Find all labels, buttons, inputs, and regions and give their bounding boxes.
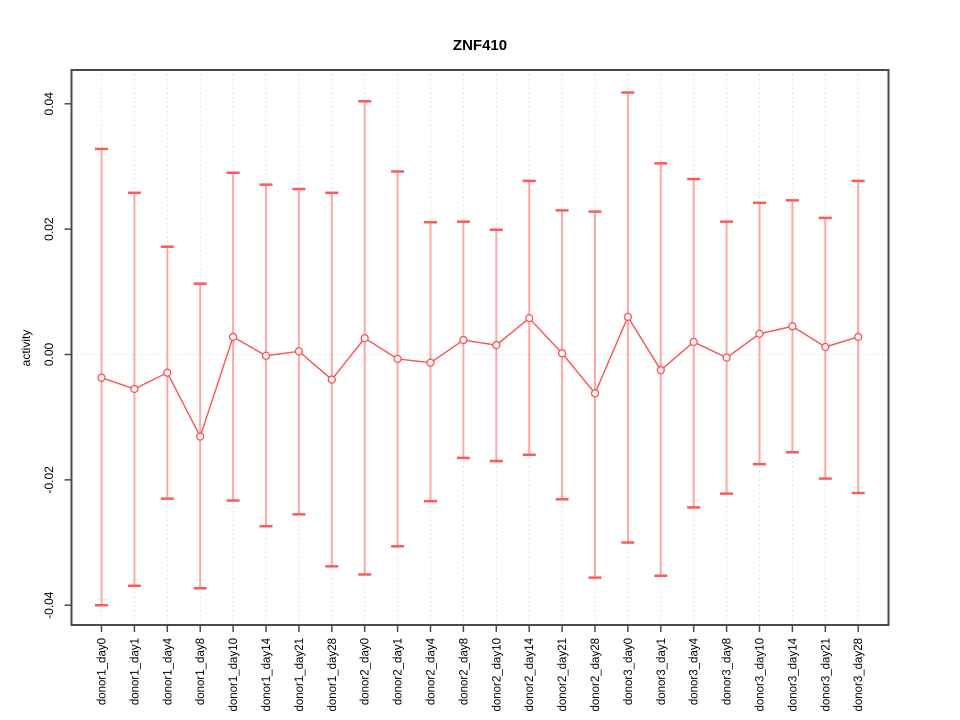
data-point [623, 312, 633, 322]
plot-box [70, 69, 890, 626]
data-point [130, 384, 139, 394]
data-point [228, 332, 238, 342]
x-tick-label: donor1_day1 [129, 638, 141, 705]
data-point [294, 347, 304, 356]
gridlines-group [71, 70, 889, 625]
x-tick-label: donor3_day4 [689, 637, 701, 705]
x-tick-label: donor2_day14 [524, 637, 536, 711]
data-point [196, 432, 205, 441]
data-point [97, 373, 106, 382]
x-tick-label: donor1_day14 [261, 637, 273, 711]
x-tick-label: donor2_day4 [426, 637, 438, 705]
y-tick-label: -0.02 [42, 466, 56, 494]
x-tick-label: donor1_day28 [327, 638, 339, 712]
data-point [163, 368, 172, 377]
series-line-group [101, 315, 859, 439]
x-tick-label: donor2_day28 [590, 638, 602, 712]
x-tick-label: donor1_day10 [228, 638, 240, 712]
x-tick-label: donor1_day0 [97, 638, 109, 705]
y-tick-label: -0.04 [42, 591, 56, 619]
data-point [525, 313, 534, 323]
data-point [393, 354, 402, 364]
x-tick-label: donor3_day10 [755, 638, 767, 712]
tick-labels-group: 0.04 0.02 0.00 -0.02 -0.04 donor1_day0 donor1_… [42, 92, 865, 712]
data-point [360, 334, 369, 343]
data-point [788, 322, 797, 331]
data-point [426, 358, 435, 367]
x-tick-label: donor3_day8 [722, 638, 734, 705]
data-point [689, 337, 698, 347]
data-point [590, 389, 600, 398]
error-bars-group [95, 91, 865, 607]
x-tick-label: donor1_day21 [294, 638, 306, 712]
data-point [261, 351, 271, 360]
y-tick-label: 0.04 [42, 92, 56, 116]
x-tick-label: donor1_day4 [162, 637, 174, 705]
data-points-group [97, 312, 863, 441]
x-tick-label: donor2_day0 [360, 638, 372, 705]
x-tick-label: donor1_day8 [195, 638, 207, 705]
y-tick-label: 0.02 [42, 217, 56, 241]
data-point [722, 353, 731, 362]
x-tick-label: donor2_day8 [458, 638, 470, 705]
y-tick-label: 0.00 [42, 342, 56, 366]
data-point [821, 342, 830, 352]
x-tick-label: donor2_day21 [557, 638, 569, 712]
data-point [327, 375, 336, 384]
x-tick-label: donor3_day1 [656, 638, 668, 705]
axes-group [64, 69, 890, 632]
x-tick-label: donor2_day10 [491, 638, 503, 712]
x-tick-label: donor3_day14 [787, 637, 799, 711]
chart-title: ZNF410 [452, 37, 508, 54]
x-tick-label: donor3_day21 [820, 638, 832, 712]
x-tick-label: donor3_day0 [623, 638, 635, 705]
data-point [755, 329, 764, 338]
x-tick-label: donor3_day28 [853, 638, 865, 712]
data-point [492, 340, 501, 350]
series-line [101, 315, 859, 439]
x-tick-label: donor2_day1 [393, 638, 405, 705]
data-point [854, 332, 863, 342]
data-point [459, 335, 468, 345]
data-point [656, 366, 665, 375]
data-point [557, 349, 567, 358]
